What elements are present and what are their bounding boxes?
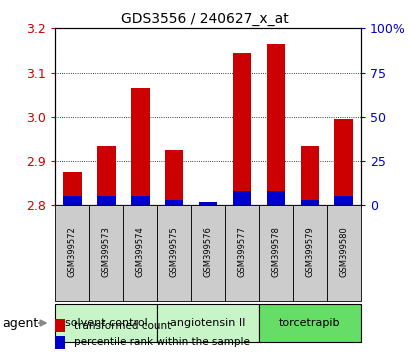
Bar <box>157 205 191 301</box>
Bar <box>97 145 115 205</box>
Bar <box>266 191 285 205</box>
Bar <box>89 205 123 301</box>
Text: GSM399577: GSM399577 <box>237 226 246 276</box>
Bar <box>225 205 258 301</box>
Text: GDS3556 / 240627_x_at: GDS3556 / 240627_x_at <box>121 12 288 27</box>
Bar <box>198 203 217 205</box>
Text: GSM399579: GSM399579 <box>305 226 314 276</box>
Text: angiotensin II: angiotensin II <box>170 318 245 328</box>
Bar <box>334 119 352 205</box>
Bar <box>63 196 81 205</box>
Text: GSM399575: GSM399575 <box>169 226 178 276</box>
Bar <box>130 196 149 205</box>
Text: torcetrapib: torcetrapib <box>279 318 340 328</box>
Bar <box>191 205 225 301</box>
Bar <box>258 304 360 342</box>
Bar <box>130 88 149 205</box>
Bar <box>55 205 89 301</box>
Text: agent: agent <box>2 316 38 330</box>
Text: GSM399580: GSM399580 <box>339 226 348 276</box>
Bar <box>164 150 183 205</box>
Bar <box>292 205 326 301</box>
Bar <box>300 200 319 205</box>
Bar <box>157 304 258 342</box>
Bar <box>164 200 183 205</box>
Bar <box>258 205 292 301</box>
Text: GSM399574: GSM399574 <box>135 226 144 276</box>
Bar <box>232 53 251 205</box>
Bar <box>97 196 115 205</box>
Text: GSM399573: GSM399573 <box>101 226 110 276</box>
Text: transformed count: transformed count <box>74 321 171 331</box>
Text: GSM399576: GSM399576 <box>203 226 212 276</box>
Bar <box>334 196 352 205</box>
Bar <box>55 319 64 332</box>
Bar <box>63 172 81 205</box>
Text: GSM399578: GSM399578 <box>271 226 280 276</box>
Bar <box>123 205 157 301</box>
Bar <box>198 202 217 205</box>
Bar <box>266 44 285 205</box>
Bar <box>232 191 251 205</box>
Bar <box>300 145 319 205</box>
Bar <box>326 205 360 301</box>
Bar <box>55 304 157 342</box>
Text: percentile rank within the sample: percentile rank within the sample <box>74 337 249 347</box>
Bar <box>55 336 64 349</box>
Text: GSM399572: GSM399572 <box>67 226 76 276</box>
Text: solvent control: solvent control <box>65 318 147 328</box>
